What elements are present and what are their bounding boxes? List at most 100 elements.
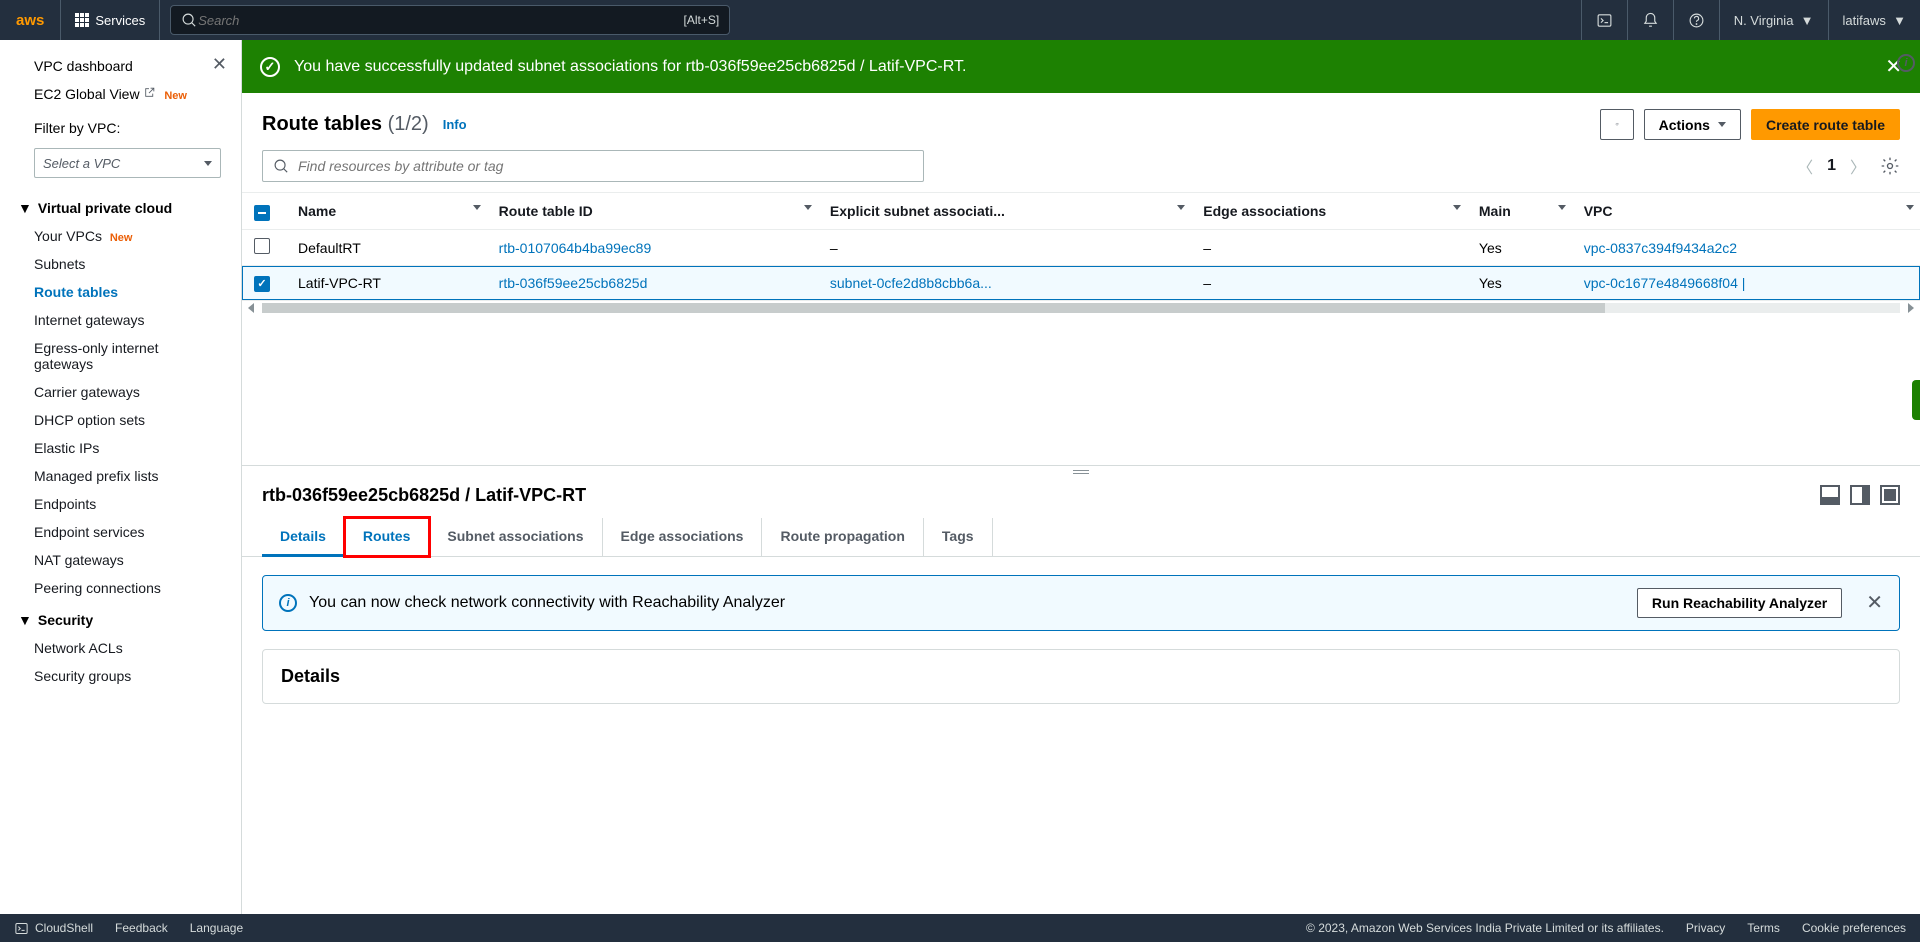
table-header[interactable]: Route table ID	[487, 193, 818, 230]
table-header[interactable]: Main	[1467, 193, 1572, 230]
cell-rtid[interactable]: rtb-0107064b4ba99ec89	[487, 230, 818, 266]
feedback-handle[interactable]	[1912, 380, 1920, 420]
table-header[interactable]: Name	[286, 193, 487, 230]
row-checkbox[interactable]	[254, 238, 270, 254]
cell-vpc[interactable]: vpc-0837c394f9434a2c2	[1572, 230, 1920, 266]
tab-subnet-associations[interactable]: Subnet associations	[429, 518, 602, 556]
sort-icon	[473, 205, 481, 210]
footer-cloudshell[interactable]: CloudShell	[14, 921, 93, 936]
vpc-filter-select[interactable]: Select a VPC	[34, 148, 221, 178]
refresh-button[interactable]	[1600, 109, 1634, 140]
footer: CloudShell Feedback Language © 2023, Ama…	[0, 914, 1920, 942]
cell-name: Latif-VPC-RT	[286, 266, 487, 301]
select-all-checkbox[interactable]	[254, 205, 270, 221]
detail-tabs: DetailsRoutesSubnet associationsEdge ass…	[242, 518, 1920, 557]
table-header[interactable]: VPC	[1572, 193, 1920, 230]
filter-input[interactable]	[298, 158, 913, 174]
chevron-down-icon: ▼	[18, 612, 32, 628]
main-content: You have successfully updated subnet ass…	[242, 40, 1920, 914]
create-route-table-button[interactable]: Create route table	[1751, 109, 1900, 140]
callout-close-button[interactable]: ✕	[1866, 590, 1883, 615]
table-header[interactable]: Edge associations	[1191, 193, 1467, 230]
cell-edge: –	[1191, 230, 1467, 266]
cell-vpc[interactable]: vpc-0c1677e4849668f04 |	[1572, 266, 1920, 301]
search-box[interactable]: [Alt+S]	[170, 5, 730, 35]
sidebar-ec2-global-view[interactable]: EC2 Global View New	[0, 80, 241, 108]
sidebar-item[interactable]: Peering connections	[0, 574, 241, 602]
sidebar-item[interactable]: Carrier gateways	[0, 378, 241, 406]
footer-terms[interactable]: Terms	[1747, 921, 1780, 935]
top-nav: aws Services [Alt+S] N. Virginia ▼ latif…	[0, 0, 1920, 40]
sidebar-item[interactable]: Elastic IPs	[0, 434, 241, 462]
tab-edge-associations[interactable]: Edge associations	[603, 518, 763, 556]
notifications-button[interactable]	[1627, 0, 1673, 40]
sort-icon	[1177, 205, 1185, 210]
cell-subnet[interactable]: subnet-0cfe2d8b8cbb6a...	[818, 266, 1191, 301]
services-menu[interactable]: Services	[61, 0, 160, 40]
sidebar-item[interactable]: Network ACLs	[0, 634, 241, 662]
tab-details[interactable]: Details	[262, 518, 345, 557]
sidebar-item[interactable]: DHCP option sets	[0, 406, 241, 434]
right-info-rail: i	[1892, 40, 1920, 914]
services-label: Services	[95, 13, 145, 28]
cloudshell-icon	[14, 921, 29, 936]
grid-icon	[75, 13, 89, 27]
next-page-button[interactable]: 〉	[1850, 154, 1866, 178]
cloudshell-icon-button[interactable]	[1581, 0, 1627, 40]
sidebar-item[interactable]: Endpoint services	[0, 518, 241, 546]
sidebar-item[interactable]: Your VPCs New	[0, 222, 241, 250]
sidebar-section-security[interactable]: ▼Security	[0, 602, 241, 634]
sidebar: ✕ VPC dashboard EC2 Global View New Filt…	[0, 40, 242, 914]
sidebar-vpc-dashboard[interactable]: VPC dashboard	[0, 52, 241, 80]
cell-rtid[interactable]: rtb-036f59ee25cb6825d	[487, 266, 818, 301]
sidebar-item[interactable]: Route tables	[0, 278, 241, 306]
table-header[interactable]: Explicit subnet associati...	[818, 193, 1191, 230]
prev-page-button[interactable]: 〈	[1797, 154, 1813, 178]
sort-icon	[1558, 205, 1566, 210]
sidebar-item[interactable]: Subnets	[0, 250, 241, 278]
sidebar-item[interactable]: Endpoints	[0, 490, 241, 518]
info-icon[interactable]: i	[1897, 54, 1915, 72]
banner-message: You have successfully updated subnet ass…	[294, 58, 966, 76]
footer-copyright: © 2023, Amazon Web Services India Privat…	[1306, 921, 1664, 935]
table-row[interactable]: Latif-VPC-RTrtb-036f59ee25cb6825dsubnet-…	[242, 266, 1920, 301]
horizontal-scrollbar[interactable]	[242, 301, 1920, 315]
account-menu[interactable]: latifaws ▼	[1828, 0, 1920, 40]
layout-side-icon[interactable]	[1850, 485, 1870, 505]
sort-icon	[804, 205, 812, 210]
region-selector[interactable]: N. Virginia ▼	[1719, 0, 1828, 40]
close-icon[interactable]: ✕	[212, 54, 227, 75]
tab-route-propagation[interactable]: Route propagation	[762, 518, 923, 556]
sidebar-item[interactable]: Internet gateways	[0, 306, 241, 334]
filter-input-wrap[interactable]	[262, 150, 924, 182]
info-link[interactable]: Info	[443, 117, 467, 132]
bell-icon	[1642, 12, 1659, 29]
sidebar-item[interactable]: Managed prefix lists	[0, 462, 241, 490]
footer-privacy[interactable]: Privacy	[1686, 921, 1725, 935]
sidebar-item[interactable]: Security groups	[0, 662, 241, 690]
sort-icon	[1453, 205, 1461, 210]
footer-feedback[interactable]: Feedback	[115, 921, 168, 935]
search-input[interactable]	[198, 13, 683, 28]
new-badge: New	[110, 232, 133, 244]
chevron-down-icon: ▼	[1801, 13, 1814, 28]
panel-splitter[interactable]	[242, 465, 1920, 479]
aws-logo[interactable]: aws	[0, 0, 61, 40]
cell-name: DefaultRT	[286, 230, 487, 266]
tab-routes[interactable]: Routes	[345, 518, 429, 556]
success-check-icon	[260, 57, 280, 77]
help-button[interactable]	[1673, 0, 1719, 40]
tab-tags[interactable]: Tags	[924, 518, 993, 556]
new-badge: New	[164, 90, 187, 102]
sidebar-item[interactable]: NAT gateways	[0, 546, 241, 574]
sidebar-item[interactable]: Egress-only internet gateways	[0, 334, 241, 378]
sidebar-section-vpc[interactable]: ▼Virtual private cloud	[0, 190, 241, 222]
actions-button[interactable]: Actions	[1644, 109, 1741, 140]
footer-language[interactable]: Language	[190, 921, 243, 935]
details-heading: Details	[281, 666, 1881, 687]
footer-cookie[interactable]: Cookie preferences	[1802, 921, 1906, 935]
run-reachability-button[interactable]: Run Reachability Analyzer	[1637, 588, 1842, 618]
row-checkbox[interactable]	[254, 276, 270, 292]
layout-bottom-icon[interactable]	[1820, 485, 1840, 505]
table-row[interactable]: DefaultRTrtb-0107064b4ba99ec89––Yesvpc-0…	[242, 230, 1920, 266]
